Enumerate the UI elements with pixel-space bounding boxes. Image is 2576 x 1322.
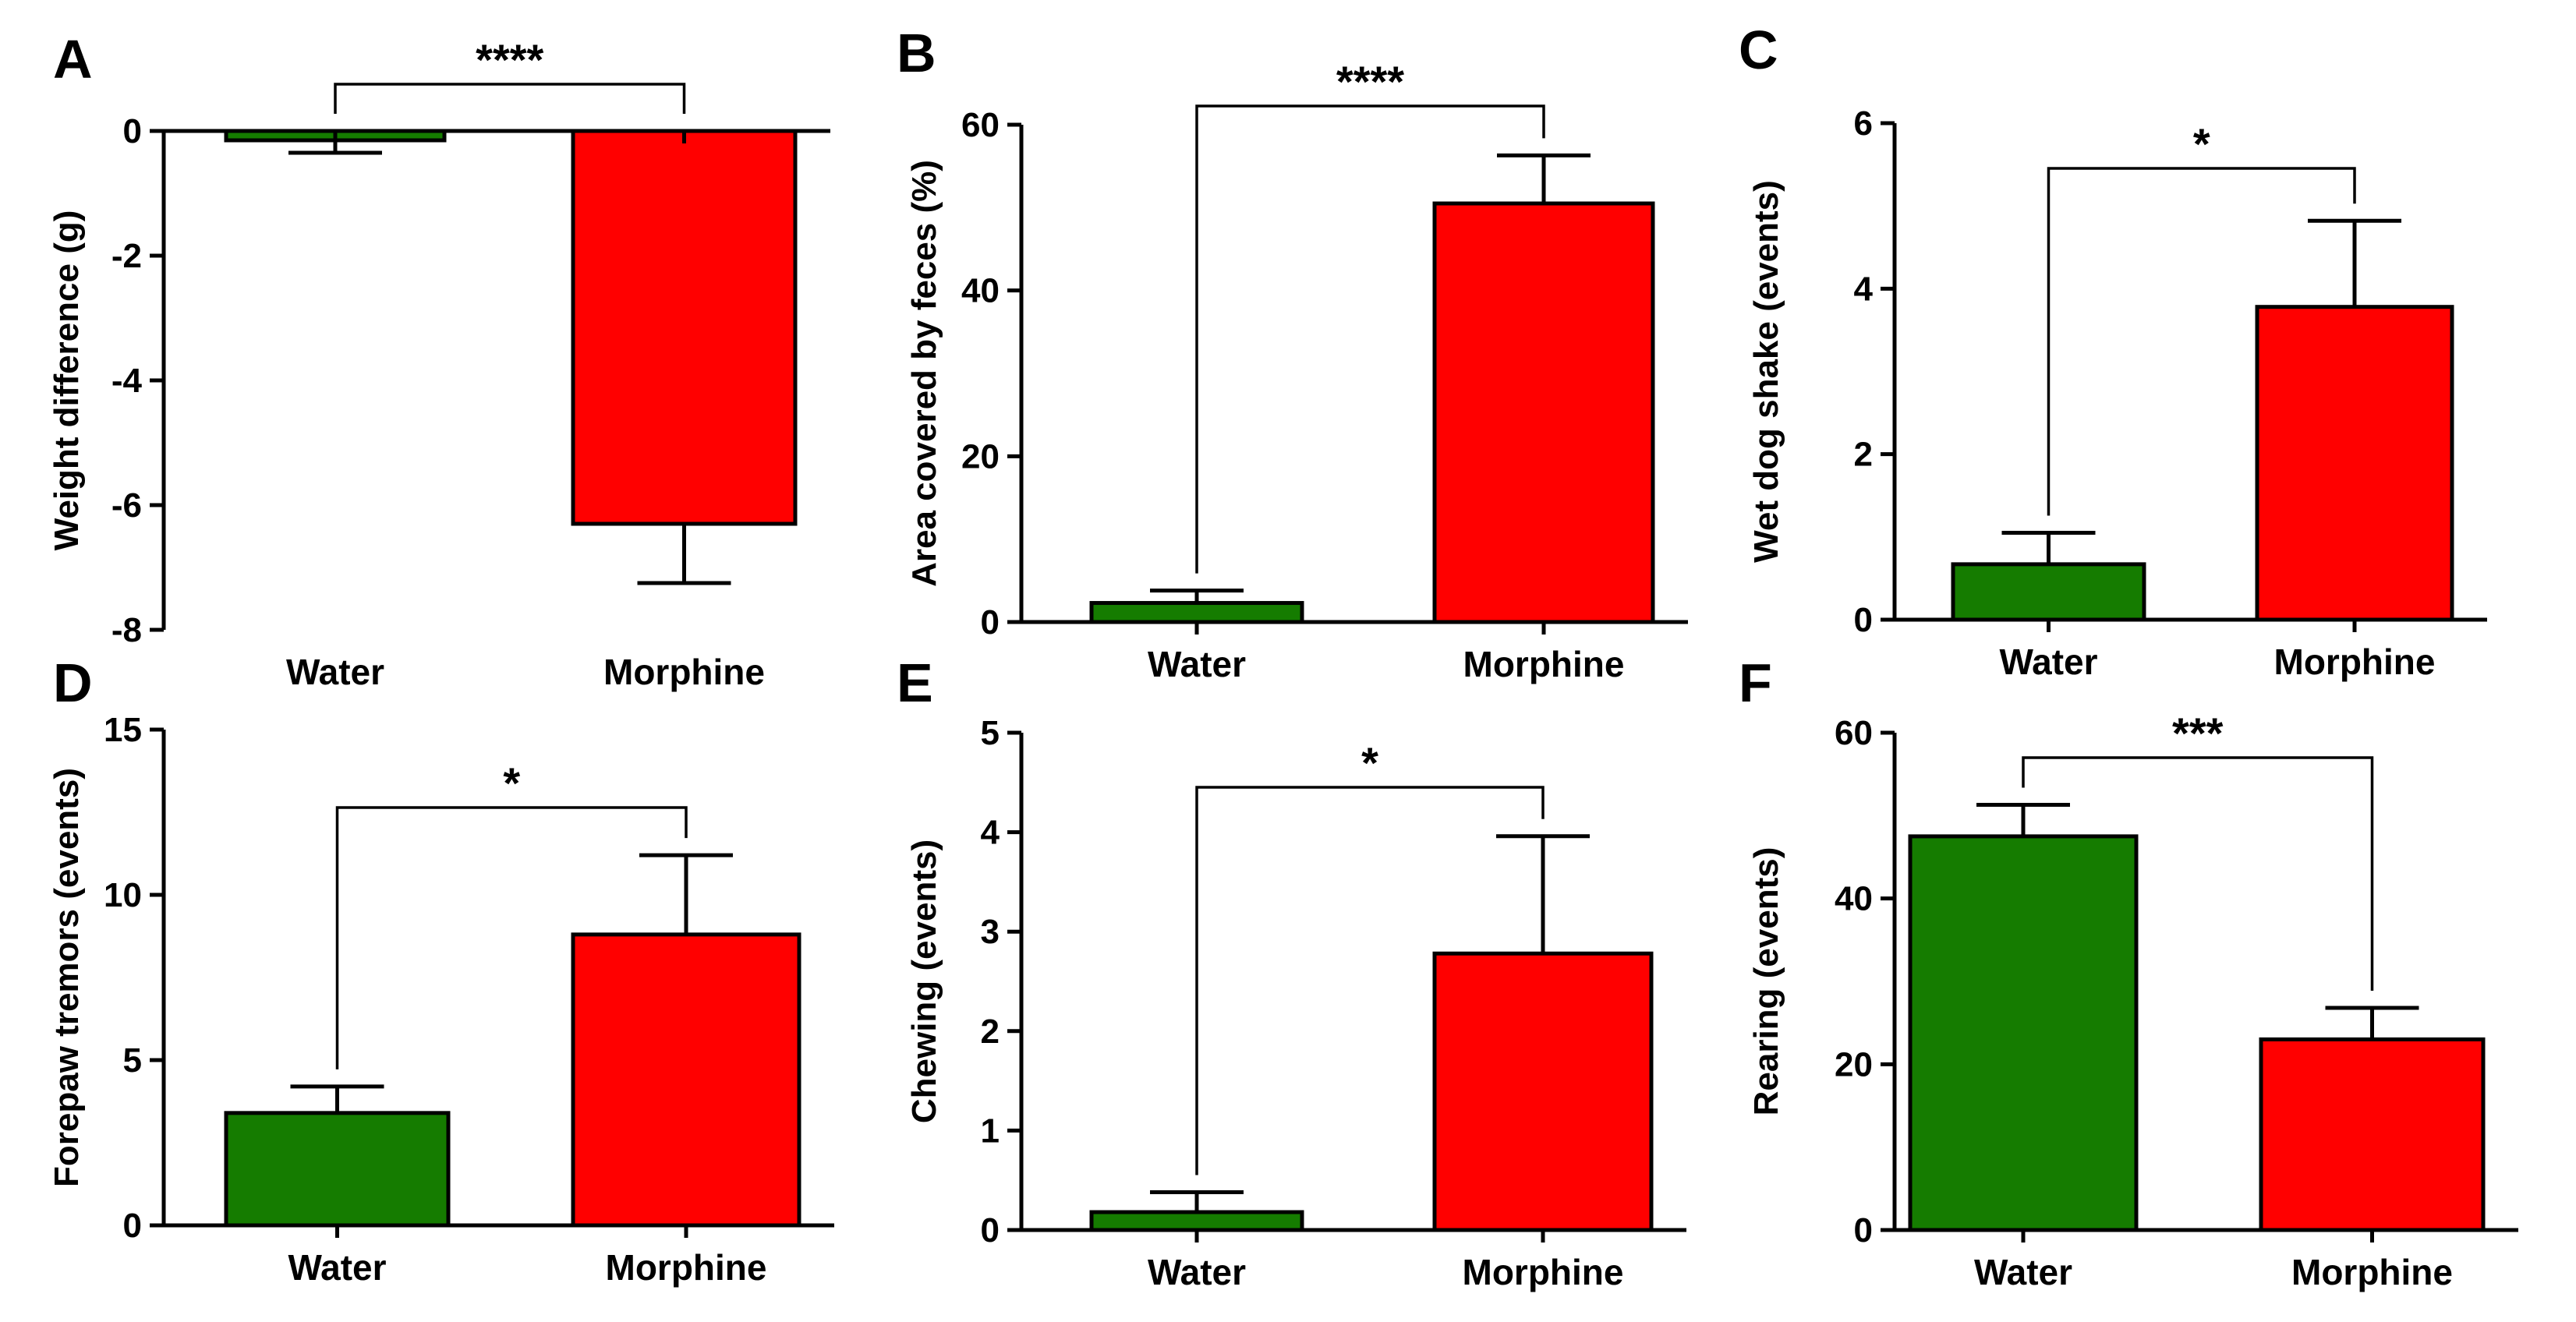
y-axis-label: Area covered by feces (%) <box>905 160 943 587</box>
y-tick-label: 0 <box>123 112 142 150</box>
y-axis-label: Rearing (events) <box>1747 847 1785 1116</box>
y-tick-label: 40 <box>1835 880 1873 918</box>
panel-b: B 0 20 40 60 Area covered by feces (%) Water Mo… <box>897 23 1688 684</box>
x-category-label: Water <box>1148 644 1246 684</box>
y-tick-label: 2 <box>1854 436 1873 474</box>
panel-a: A0 -2 -4 -6 -8 Weight difference (g) Water Morp… <box>48 29 830 692</box>
y-tick-label: -6 <box>111 486 142 525</box>
y-tick-label: 60 <box>961 106 1000 144</box>
y-axis-label: Forepaw tremors (events) <box>48 768 86 1187</box>
y-tick-label: 6 <box>1854 104 1873 143</box>
panel-letter: A <box>53 29 93 90</box>
y-axis-label: Wet dog shake (events) <box>1747 180 1785 563</box>
bar-morphine <box>2255 305 2454 622</box>
y-tick-label: -2 <box>111 237 142 275</box>
y-tick-label: 1 <box>981 1112 1000 1150</box>
bar-water <box>1908 834 2139 1232</box>
bar-morphine <box>1432 201 1655 624</box>
significance-bracket <box>1195 786 1545 1175</box>
y-tick-label: 3 <box>981 913 1000 951</box>
x-category-label: Water <box>1999 642 2097 682</box>
y-tick-label: 15 <box>104 711 142 749</box>
significance-label: *** <box>2172 709 2224 758</box>
panel-letter: F <box>1739 652 1772 713</box>
y-tick-label: 0 <box>981 1211 1000 1250</box>
panel-letter: B <box>897 23 936 83</box>
panel-letter: C <box>1739 19 1778 80</box>
panel-letter: E <box>897 652 933 713</box>
y-tick-label: 5 <box>981 714 1000 752</box>
y-tick-label: 5 <box>123 1041 142 1080</box>
y-tick-label: 60 <box>1835 714 1873 752</box>
x-category-label: Water <box>286 652 384 692</box>
bar-water <box>1951 562 2146 622</box>
panel-e: E 0 1 2 3 4 5 Chewing (events) Water Morphine * <box>897 652 1686 1292</box>
significance-label: * <box>2193 119 2210 168</box>
significance-bracket <box>334 83 686 114</box>
bar-water <box>1089 601 1304 624</box>
x-category-label: Morphine <box>1463 644 1625 684</box>
significance-label: **** <box>1336 57 1404 106</box>
x-category-label: Morphine <box>603 652 765 692</box>
x-category-label: Morphine <box>2291 1252 2453 1292</box>
significance-bracket <box>2022 756 2374 991</box>
y-tick-label: 20 <box>1835 1045 1873 1083</box>
bar-morphine <box>1432 951 1654 1232</box>
y-tick-label: 20 <box>961 437 1000 475</box>
x-category-label: Morphine <box>606 1247 767 1288</box>
x-category-label: Morphine <box>1463 1252 1624 1292</box>
y-tick-label: 4 <box>1854 270 1874 308</box>
x-category-label: Water <box>1974 1252 2072 1292</box>
bar-water <box>224 1111 451 1228</box>
y-tick-label: 0 <box>981 603 1000 642</box>
bar-water <box>1089 1210 1304 1232</box>
y-tick-label: 10 <box>104 876 142 914</box>
significance-bracket <box>2047 167 2356 516</box>
y-tick-label: -4 <box>111 362 143 400</box>
panel-c: C 0 2 4 6 Wet dog shake (events) Water Morphine… <box>1739 19 2487 682</box>
x-category-label: Morphine <box>2274 642 2436 682</box>
panel-d: D 0 5 10 15 Forepaw tremors (events) Water Morp… <box>48 652 834 1288</box>
panel-letter: D <box>53 652 93 713</box>
significance-label: **** <box>476 35 543 84</box>
significance-bracket <box>335 806 688 1069</box>
bar-morphine <box>571 932 801 1228</box>
x-category-label: Water <box>288 1247 386 1288</box>
y-axis-label: Chewing (events) <box>905 840 943 1123</box>
y-tick-label: -8 <box>111 611 142 649</box>
significance-label: * <box>1361 738 1378 787</box>
y-tick-label: 2 <box>981 1013 1000 1051</box>
y-tick-label: 0 <box>1854 1211 1873 1250</box>
y-axis-label: Weight difference (g) <box>48 210 86 551</box>
panel-f: F 0 20 40 60 Rearing (events) Water Morphine *** <box>1739 652 2518 1292</box>
significance-bracket <box>1195 104 1545 574</box>
y-tick-label: 0 <box>1854 601 1873 639</box>
y-tick-label: 4 <box>981 814 1000 852</box>
bar-morphine <box>571 129 798 526</box>
x-category-label: Water <box>1148 1252 1246 1292</box>
y-tick-label: 0 <box>123 1207 142 1245</box>
y-tick-label: 40 <box>961 272 1000 310</box>
bar-morphine <box>2259 1037 2486 1232</box>
significance-label: * <box>503 758 520 808</box>
